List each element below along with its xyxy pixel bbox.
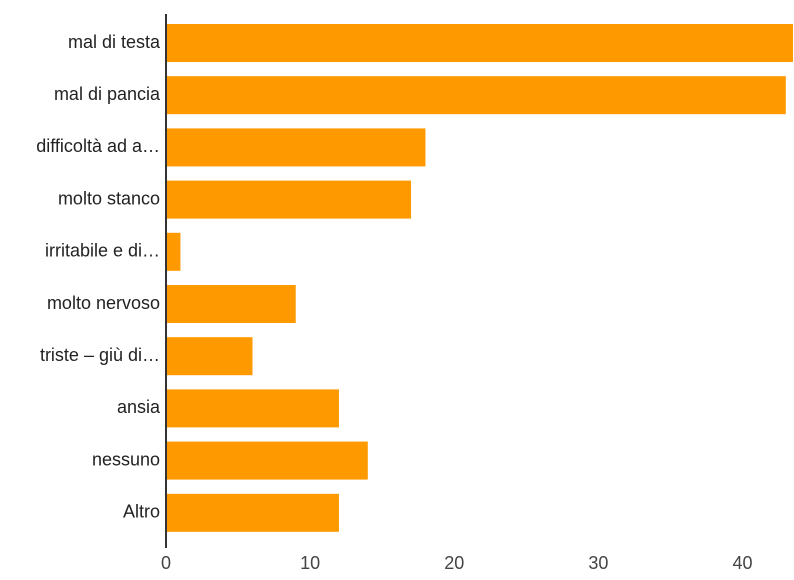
category-label: mal di pancia <box>54 84 161 104</box>
x-tick-label: 10 <box>300 553 320 573</box>
x-tick-labels: 0 10 20 30 40 <box>161 553 753 573</box>
bar <box>166 232 181 271</box>
x-tick-label: 20 <box>444 553 464 573</box>
bar <box>166 389 339 428</box>
bar <box>166 441 368 480</box>
category-label: nessuno <box>92 449 160 469</box>
bar <box>166 76 786 115</box>
category-label: difficoltà ad a… <box>36 136 160 156</box>
category-label: irritabile e di… <box>45 241 160 261</box>
category-label: Altro <box>123 502 160 522</box>
category-label: molto stanco <box>58 188 160 208</box>
bars-group <box>166 24 793 532</box>
bar <box>166 493 339 532</box>
category-label: ansia <box>117 397 161 417</box>
x-tick-label: 30 <box>588 553 608 573</box>
bar <box>166 337 253 376</box>
category-label: mal di testa <box>68 32 161 52</box>
category-label: triste – giù di… <box>40 345 160 365</box>
bar <box>166 24 793 62</box>
x-tick-label: 0 <box>161 553 171 573</box>
x-tick-label: 40 <box>733 553 753 573</box>
bar <box>166 128 426 167</box>
category-labels: mal di testa mal di pancia difficoltà ad a… <box>36 32 161 522</box>
bar <box>166 285 296 323</box>
category-label: molto nervoso <box>47 293 160 313</box>
bar <box>166 180 412 219</box>
